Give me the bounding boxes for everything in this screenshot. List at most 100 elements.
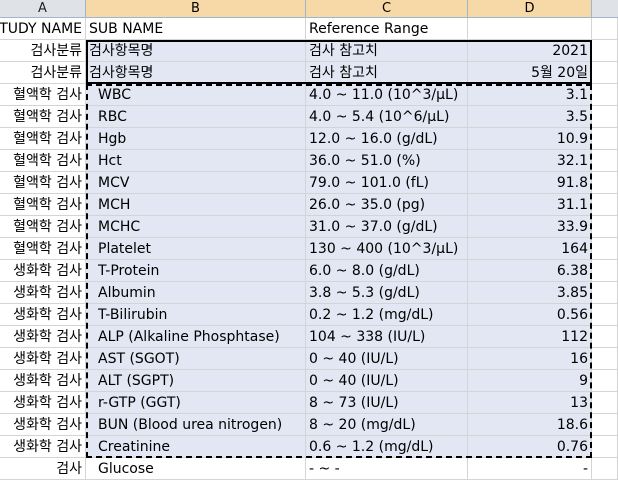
cell-d[interactable]: 112: [468, 326, 592, 348]
cell-b[interactable]: 검사항목명: [86, 40, 306, 62]
cell-b[interactable]: BUN (Blood urea nitrogen): [86, 414, 306, 436]
cell-d[interactable]: 10.9: [468, 128, 592, 150]
cell-b[interactable]: Glucose: [86, 458, 306, 480]
cell-b[interactable]: T-Bilirubin: [86, 304, 306, 326]
cell-a[interactable]: 검사분류: [0, 62, 86, 84]
cell-b[interactable]: ALT (SGPT): [86, 370, 306, 392]
cell-a[interactable]: 혈액학 검사: [0, 194, 86, 216]
column-header-c[interactable]: C: [306, 0, 468, 17]
cell-c[interactable]: - ~ -: [306, 458, 468, 480]
cell-b[interactable]: Albumin: [86, 282, 306, 304]
cell-b[interactable]: RBC: [86, 106, 306, 128]
cell-e[interactable]: [592, 370, 618, 392]
cell-a[interactable]: 생화학 검사: [0, 348, 86, 370]
cell-a[interactable]: 생화학 검사: [0, 260, 86, 282]
cell-e[interactable]: [592, 62, 618, 84]
cell-c[interactable]: 8 ~ 20 (mg/dL): [306, 414, 468, 436]
cell-e[interactable]: [592, 326, 618, 348]
cell-d[interactable]: 18.6: [468, 414, 592, 436]
cell-d[interactable]: 6.38: [468, 260, 592, 282]
cell-c[interactable]: 0.6 ~ 1.2 (mg/dL): [306, 436, 468, 458]
cell-c[interactable]: 0.2 ~ 1.2 (mg/dL): [306, 304, 468, 326]
cell-a[interactable]: 생화학 검사: [0, 414, 86, 436]
cell-d[interactable]: [468, 18, 592, 40]
cell-a[interactable]: 검사분류: [0, 40, 86, 62]
cell-c[interactable]: 130 ~ 400 (10^3/μL): [306, 238, 468, 260]
cell-c[interactable]: 6.0 ~ 8.0 (g/dL): [306, 260, 468, 282]
cell-b[interactable]: Platelet: [86, 238, 306, 260]
cell-b[interactable]: Hct: [86, 150, 306, 172]
cell-c[interactable]: 4.0 ~ 11.0 (10^3/μL): [306, 84, 468, 106]
column-header-b[interactable]: B: [86, 0, 306, 17]
cell-c[interactable]: 3.8 ~ 5.3 (g/dL): [306, 282, 468, 304]
cell-e[interactable]: [592, 436, 618, 458]
cell-c[interactable]: 8 ~ 73 (IU/L): [306, 392, 468, 414]
cell-d[interactable]: 32.1: [468, 150, 592, 172]
cell-b[interactable]: Hgb: [86, 128, 306, 150]
cell-a[interactable]: 생화학 검사: [0, 370, 86, 392]
cell-a[interactable]: 혈액학 검사: [0, 150, 86, 172]
cell-a[interactable]: 생화학 검사: [0, 326, 86, 348]
cell-d[interactable]: 31.1: [468, 194, 592, 216]
column-header-a[interactable]: A: [0, 0, 86, 17]
cell-c[interactable]: 검사 참고치: [306, 40, 468, 62]
cell-c[interactable]: 검사 참고치: [306, 62, 468, 84]
cell-c[interactable]: 104 ~ 338 (IU/L): [306, 326, 468, 348]
cell-b[interactable]: 검사항목명: [86, 62, 306, 84]
cell-b[interactable]: r-GTP (GGT): [86, 392, 306, 414]
cell-d[interactable]: 33.9: [468, 216, 592, 238]
cell-c[interactable]: Reference Range: [306, 18, 468, 40]
cell-c[interactable]: 0 ~ 40 (IU/L): [306, 370, 468, 392]
cell-a[interactable]: STUDY NAME: [0, 18, 86, 40]
cell-e[interactable]: [592, 84, 618, 106]
cell-a[interactable]: 생화학 검사: [0, 282, 86, 304]
cell-d[interactable]: 13: [468, 392, 592, 414]
cell-e[interactable]: [592, 282, 618, 304]
column-header-d[interactable]: D: [468, 0, 592, 17]
cell-c[interactable]: 0 ~ 40 (IU/L): [306, 348, 468, 370]
cell-b[interactable]: ALP (Alkaline Phosphtase): [86, 326, 306, 348]
cell-d[interactable]: 164: [468, 238, 592, 260]
cell-e[interactable]: [592, 106, 618, 128]
cell-e[interactable]: [592, 128, 618, 150]
cell-b[interactable]: Creatinine: [86, 436, 306, 458]
cell-d[interactable]: 3.85: [468, 282, 592, 304]
cell-d[interactable]: 91.8: [468, 172, 592, 194]
cell-a[interactable]: 혈액학 검사: [0, 172, 86, 194]
cell-d[interactable]: 2021: [468, 40, 592, 62]
cell-e[interactable]: [592, 18, 618, 40]
cell-d[interactable]: 9: [468, 370, 592, 392]
cell-a[interactable]: 생화학 검사: [0, 436, 86, 458]
cell-d[interactable]: 3.1: [468, 84, 592, 106]
cell-a[interactable]: 검사: [0, 458, 86, 480]
cell-e[interactable]: [592, 458, 618, 480]
cell-b[interactable]: SUB NAME: [86, 18, 306, 40]
cell-c[interactable]: 79.0 ~ 101.0 (fL): [306, 172, 468, 194]
cell-e[interactable]: [592, 216, 618, 238]
cell-e[interactable]: [592, 392, 618, 414]
cell-b[interactable]: MCH: [86, 194, 306, 216]
cell-b[interactable]: WBC: [86, 84, 306, 106]
cell-d[interactable]: 16: [468, 348, 592, 370]
cell-a[interactable]: 혈액학 검사: [0, 216, 86, 238]
cell-a[interactable]: 혈액학 검사: [0, 106, 86, 128]
cell-a[interactable]: 생화학 검사: [0, 304, 86, 326]
cell-c[interactable]: 26.0 ~ 35.0 (pg): [306, 194, 468, 216]
cell-e[interactable]: [592, 172, 618, 194]
cell-d[interactable]: 0.56: [468, 304, 592, 326]
cell-a[interactable]: 혈액학 검사: [0, 128, 86, 150]
cell-e[interactable]: [592, 414, 618, 436]
cell-e[interactable]: [592, 348, 618, 370]
cell-c[interactable]: 31.0 ~ 37.0 (g/dL): [306, 216, 468, 238]
cell-b[interactable]: MCV: [86, 172, 306, 194]
cell-d[interactable]: 0.76: [468, 436, 592, 458]
cell-e[interactable]: [592, 238, 618, 260]
cell-a[interactable]: 혈액학 검사: [0, 84, 86, 106]
cell-a[interactable]: 생화학 검사: [0, 392, 86, 414]
cell-e[interactable]: [592, 150, 618, 172]
cell-b[interactable]: AST (SGOT): [86, 348, 306, 370]
cell-e[interactable]: [592, 40, 618, 62]
cell-d[interactable]: 5월 20일: [468, 62, 592, 84]
cell-c[interactable]: 4.0 ~ 5.4 (10^6/μL): [306, 106, 468, 128]
cell-a[interactable]: 혈액학 검사: [0, 238, 86, 260]
